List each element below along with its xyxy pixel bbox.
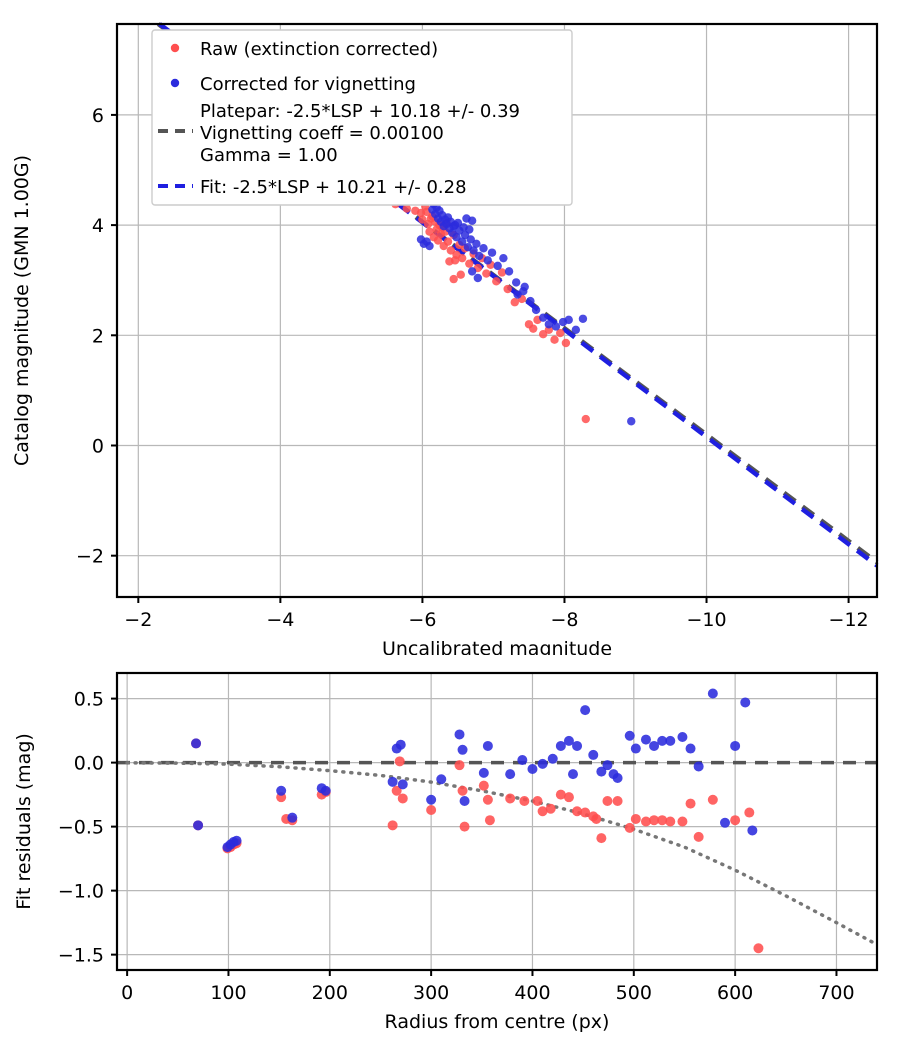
y-axis-label: Catalog magnitude (GMN 1.00G) — [11, 155, 33, 466]
residual-y-tick-label: −1.5 — [58, 945, 104, 967]
x-tick-label: −10 — [686, 609, 726, 631]
x-tick-label: −12 — [829, 609, 869, 631]
legend-fit-label: Fit: -2.5*LSP + 10.21 +/- 0.28 — [200, 177, 467, 198]
legend-corrected-marker — [170, 78, 180, 88]
x-axis-label: Uncalibrated magnitude — [382, 638, 612, 655]
legend-corrected-label: Corrected for vignetting — [200, 74, 416, 95]
residual-x-tick-label: 200 — [312, 982, 348, 1004]
residual-x-tick-label: 300 — [413, 982, 449, 1004]
legend: Raw (extinction corrected) Corrected for … — [151, 29, 573, 206]
y-tick-label: 2 — [92, 325, 104, 347]
x-tick-label: −6 — [408, 609, 436, 631]
residual-y-tick-label: 0.0 — [74, 753, 104, 775]
y-tick-label: 6 — [92, 105, 104, 127]
legend-gamma-label: Gamma = 1.00 — [200, 145, 338, 166]
residuals-panel: 0 100 200 300 400 500 600 700 0.5 0.0 −0.5 −1.0 −1.5… — [0, 655, 900, 1050]
residual-x-tick-label: 100 — [210, 982, 246, 1004]
calibration-panel: −2 −4 −6 −8 −10 −12 −2 0 2 4 6 Uncalibrated magnitu… — [11, 22, 879, 655]
residual-y-tick-label: −1.0 — [58, 881, 104, 903]
legend-box — [151, 29, 573, 206]
residual-x-tick-label: 700 — [818, 982, 854, 1004]
corrected-residual-points — [191, 688, 758, 853]
vignetting-curve — [125, 761, 874, 944]
x-tick-label: −4 — [266, 609, 294, 631]
legend-raw-marker — [170, 43, 180, 53]
x-tick-label: −2 — [124, 609, 152, 631]
residual-x-axis-label: Radius from centre (px) — [385, 1011, 610, 1033]
y-tick-label: 0 — [92, 435, 104, 457]
residual-x-tick-label: 600 — [717, 982, 753, 1004]
residual-x-tick-label: 0 — [121, 982, 133, 1004]
legend-raw-label: Raw (extinction corrected) — [200, 39, 438, 60]
residual-y-axis-label: Fit residuals (mag) — [13, 733, 35, 910]
residuals-plot: 0 100 200 300 400 500 600 700 0.5 0.0 −0.5 −1.0 −1.5… — [13, 671, 879, 1033]
y-tick-label: −2 — [76, 546, 104, 568]
residual-y-tick-label: −0.5 — [58, 817, 104, 839]
y-tick-label: 4 — [92, 215, 104, 237]
residual-y-tick-label: 0.5 — [74, 689, 104, 711]
x-tick-label: −8 — [550, 609, 578, 631]
residual-x-tick-label: 400 — [514, 982, 550, 1004]
residual-x-tick-label: 500 — [616, 982, 652, 1004]
calibration-plot: −2 −4 −6 −8 −10 −12 −2 0 2 4 6 Uncalibrated magnitu… — [11, 22, 879, 655]
legend-vignetting-coeff-label: Vignetting coeff = 0.00100 — [200, 123, 444, 144]
legend-platepar-label: Platepar: -2.5*LSP + 10.18 +/- 0.39 — [200, 101, 520, 122]
